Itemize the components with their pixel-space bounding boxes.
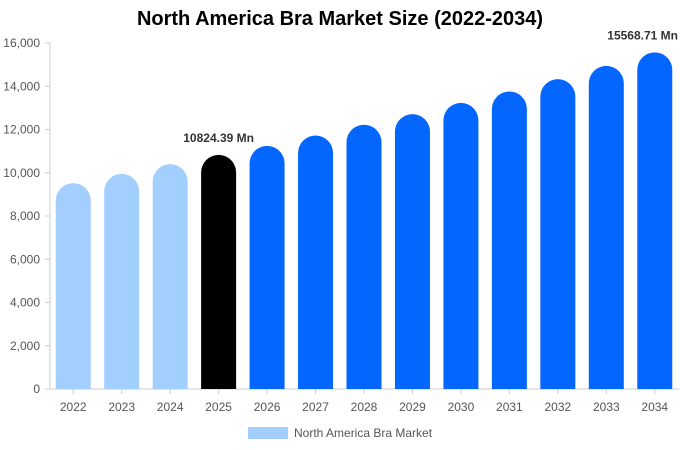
- y-tick-label: 14,000: [3, 79, 40, 93]
- bar-2034: [637, 52, 673, 389]
- y-tick-label: 6,000: [10, 252, 40, 266]
- y-tick-label: 12,000: [3, 123, 40, 137]
- bar-2026: [249, 145, 285, 389]
- x-tick-label: 2032: [544, 400, 571, 414]
- bar-2033: [588, 65, 624, 390]
- bar-2030: [443, 102, 479, 390]
- bar-2028: [346, 124, 382, 389]
- x-tick-label: 2028: [351, 400, 378, 414]
- x-tick-label: 2022: [60, 400, 87, 414]
- legend-swatch: [248, 427, 288, 439]
- legend-label: North America Bra Market: [294, 426, 433, 440]
- data-label-2034: 15568.71 Mn: [607, 28, 678, 42]
- y-tick-label: 10,000: [3, 166, 40, 180]
- y-tick-label: 4,000: [10, 296, 40, 310]
- bar-2027: [298, 135, 334, 389]
- chart-title: North America Bra Market Size (2022-2034…: [136, 8, 544, 30]
- y-tick-label: 16,000: [3, 36, 40, 50]
- x-tick-label: 2025: [205, 400, 232, 414]
- bar-2025: [201, 154, 237, 389]
- bar-2032: [540, 79, 576, 390]
- x-tick-label: 2024: [157, 400, 184, 414]
- bar-2022: [55, 183, 91, 389]
- x-tick-label: 2034: [641, 400, 668, 414]
- x-tick-label: 2030: [448, 400, 475, 414]
- legend: North America Bra Market: [248, 426, 432, 440]
- bar-2031: [491, 91, 527, 389]
- y-tick-label: 0: [33, 382, 40, 396]
- x-tick-label: 2029: [399, 400, 426, 414]
- y-tick-label: 2,000: [10, 339, 40, 353]
- x-tick-label: 2026: [254, 400, 281, 414]
- bar-2024: [152, 164, 188, 389]
- x-tick-label: 2031: [496, 400, 523, 414]
- data-label-2025: 10824.39 Mn: [183, 131, 254, 145]
- bar-2023: [104, 173, 140, 389]
- bar-2029: [394, 114, 430, 390]
- x-tick-label: 2033: [593, 400, 620, 414]
- x-tick-label: 2027: [302, 400, 329, 414]
- y-tick-label: 8,000: [10, 209, 40, 223]
- x-tick-label: 2023: [108, 400, 135, 414]
